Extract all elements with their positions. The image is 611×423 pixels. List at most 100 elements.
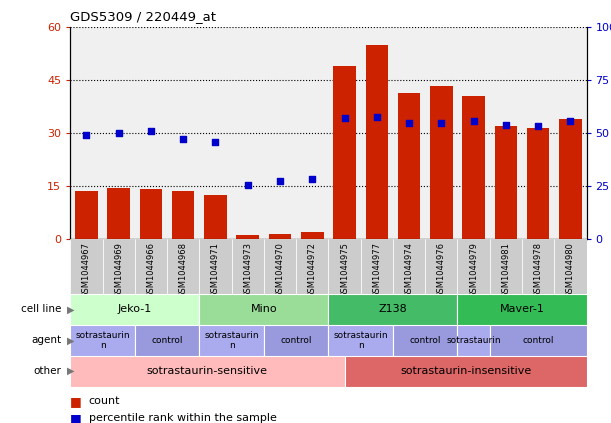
Point: [146, 128, 156, 135]
Text: GSM1044976: GSM1044976: [437, 242, 446, 298]
Bar: [199, 239, 232, 294]
Bar: [70, 356, 345, 387]
Bar: [494, 126, 517, 239]
Bar: [527, 128, 549, 239]
Bar: [204, 195, 227, 239]
Bar: [296, 239, 329, 294]
Text: control: control: [280, 336, 312, 345]
Text: agent: agent: [31, 335, 61, 345]
Text: control: control: [152, 336, 183, 345]
Bar: [554, 239, 587, 294]
Bar: [199, 325, 264, 356]
Point: [275, 178, 285, 184]
Text: control: control: [409, 336, 441, 345]
Bar: [329, 239, 360, 294]
Bar: [70, 325, 135, 356]
Point: [533, 123, 543, 129]
Bar: [490, 325, 587, 356]
Text: count: count: [89, 396, 120, 407]
Point: [307, 176, 317, 182]
Text: GSM1044972: GSM1044972: [308, 242, 316, 298]
Text: ▶: ▶: [67, 305, 75, 314]
Text: GSM1044981: GSM1044981: [502, 242, 510, 298]
Bar: [425, 239, 458, 294]
Text: GSM1044968: GSM1044968: [178, 242, 188, 298]
Bar: [70, 294, 199, 325]
Bar: [232, 239, 264, 294]
Bar: [199, 294, 329, 325]
Bar: [264, 239, 296, 294]
Bar: [393, 239, 425, 294]
Text: GSM1044979: GSM1044979: [469, 242, 478, 298]
Text: Maver-1: Maver-1: [500, 305, 544, 314]
Bar: [333, 66, 356, 239]
Text: sotrastaurin
n: sotrastaurin n: [204, 331, 259, 350]
Text: sotrastaurin-insensitive: sotrastaurin-insensitive: [400, 366, 531, 376]
Text: Z138: Z138: [379, 305, 408, 314]
Point: [566, 117, 576, 124]
Bar: [559, 119, 582, 239]
Bar: [172, 192, 194, 239]
Text: GSM1044978: GSM1044978: [533, 242, 543, 298]
Bar: [458, 239, 490, 294]
Bar: [329, 294, 458, 325]
Point: [372, 114, 382, 121]
Point: [501, 121, 511, 128]
Text: cell line: cell line: [21, 305, 61, 314]
Bar: [135, 325, 199, 356]
Text: GSM1044975: GSM1044975: [340, 242, 349, 298]
Bar: [458, 294, 587, 325]
Text: GSM1044970: GSM1044970: [276, 242, 285, 298]
Text: sotrastaurin
n: sotrastaurin n: [75, 331, 130, 350]
Point: [404, 119, 414, 126]
Bar: [393, 325, 458, 356]
Bar: [264, 325, 329, 356]
Bar: [269, 234, 291, 239]
Text: GSM1044973: GSM1044973: [243, 242, 252, 298]
Text: GSM1044967: GSM1044967: [82, 242, 91, 298]
Text: control: control: [522, 336, 554, 345]
Bar: [103, 239, 135, 294]
Point: [81, 132, 91, 139]
Text: GSM1044980: GSM1044980: [566, 242, 575, 298]
Bar: [108, 188, 130, 239]
Text: sotrastaurin-sensitive: sotrastaurin-sensitive: [147, 366, 268, 376]
Bar: [345, 356, 587, 387]
Text: GSM1044974: GSM1044974: [404, 242, 414, 298]
Bar: [360, 239, 393, 294]
Bar: [430, 86, 453, 239]
Bar: [236, 235, 259, 239]
Text: GSM1044966: GSM1044966: [147, 242, 155, 298]
Text: sotrastaurin: sotrastaurin: [446, 336, 501, 345]
Point: [211, 138, 221, 145]
Point: [178, 135, 188, 142]
Text: ▶: ▶: [67, 366, 75, 376]
Bar: [167, 239, 199, 294]
Bar: [75, 192, 98, 239]
Bar: [490, 239, 522, 294]
Text: ▶: ▶: [67, 335, 75, 345]
Text: Mino: Mino: [251, 305, 277, 314]
Bar: [301, 232, 324, 239]
Text: ■: ■: [70, 412, 82, 423]
Point: [340, 115, 349, 122]
Bar: [365, 45, 388, 239]
Text: Jeko-1: Jeko-1: [118, 305, 152, 314]
Point: [243, 182, 252, 189]
Bar: [458, 325, 490, 356]
Text: ■: ■: [70, 395, 82, 408]
Text: GDS5309 / 220449_at: GDS5309 / 220449_at: [70, 10, 216, 23]
Bar: [70, 239, 103, 294]
Point: [469, 117, 478, 124]
Bar: [398, 93, 420, 239]
Text: percentile rank within the sample: percentile rank within the sample: [89, 413, 276, 423]
Text: sotrastaurin
n: sotrastaurin n: [334, 331, 388, 350]
Point: [114, 130, 123, 137]
Text: GSM1044977: GSM1044977: [372, 242, 381, 298]
Point: [436, 119, 446, 126]
Bar: [135, 239, 167, 294]
Bar: [329, 325, 393, 356]
Text: GSM1044969: GSM1044969: [114, 242, 123, 298]
Text: GSM1044971: GSM1044971: [211, 242, 220, 298]
Bar: [463, 96, 485, 239]
